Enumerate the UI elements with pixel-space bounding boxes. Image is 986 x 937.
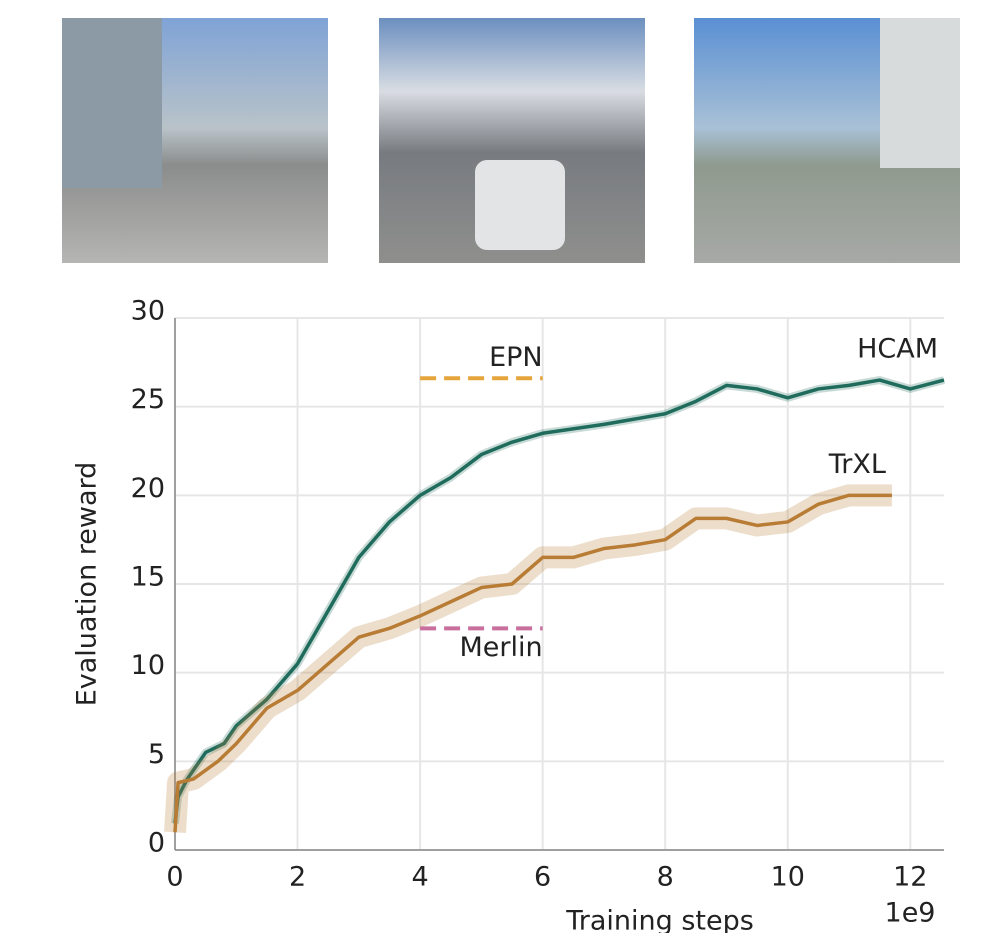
reference-label: Merlin [460,632,543,663]
y-tick-label: 25 [131,384,165,415]
van [475,160,565,250]
x-tick-label: 4 [412,862,429,893]
y-tick-label: 5 [148,739,165,770]
x-tick-label: 0 [166,862,183,893]
y-tick-label: 15 [131,562,165,593]
series-label: TrXL [828,449,886,480]
building [62,18,162,188]
y-tick-label: 0 [148,828,165,859]
x-tick-label: 10 [771,862,805,893]
chart: Training steps 1e9 Evaluation reward 0 2 4… [72,296,945,934]
x-axis-label: Training steps [565,906,754,934]
x-scale-label: 1e9 [885,898,936,929]
series-band [175,495,892,832]
x-tick-label: 6 [534,862,551,893]
series-band [175,380,944,823]
series-line [175,380,944,823]
y-tick-label: 30 [131,296,165,327]
series-label: HCAM [857,334,938,365]
y-tick-label: 10 [131,650,165,681]
y-axis-label: Evaluation reward [72,462,103,707]
figure: Training steps 1e9 Evaluation reward 0 2 4… [0,0,986,933]
x-tick-label: 2 [289,862,306,893]
reference-label: EPN [489,342,543,373]
series-line [175,495,892,832]
x-tick-label: 12 [893,862,927,893]
building [880,18,960,168]
y-tick-label: 20 [131,473,165,504]
x-tick-label: 8 [657,862,674,893]
